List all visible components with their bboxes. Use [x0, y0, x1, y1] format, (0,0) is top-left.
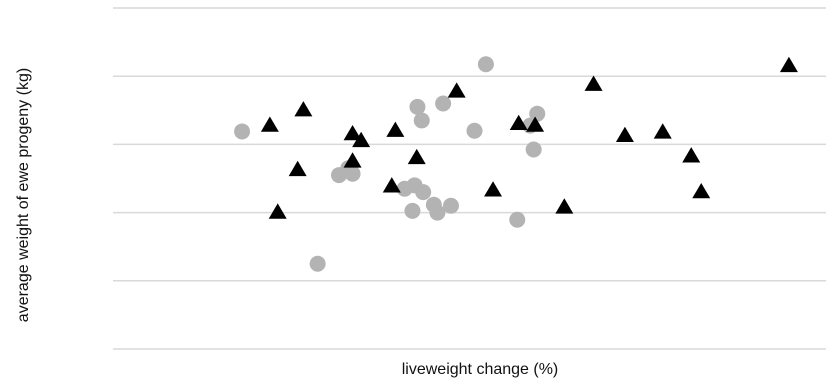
triangle-point [555, 198, 574, 214]
triangle-point [779, 56, 798, 73]
triangle-point [386, 121, 405, 137]
circle-point [409, 98, 426, 115]
triangle-point [653, 123, 672, 139]
circle-point [477, 56, 494, 73]
circle-point [509, 211, 526, 228]
circle-point [344, 165, 361, 182]
circle-point [404, 202, 421, 219]
triangle-point [352, 131, 371, 148]
triangle-point [615, 126, 634, 142]
triangle-point [260, 116, 279, 132]
triangle-point [407, 148, 426, 165]
triangle-point [682, 147, 701, 163]
circle-point [466, 122, 483, 139]
y-axis-title: average weight of ewe progeny (kg) [15, 68, 32, 322]
triangle-point [509, 114, 528, 131]
circle-point [234, 123, 251, 140]
triangle-point [294, 101, 313, 117]
circle-point [435, 95, 452, 112]
circle-point [525, 141, 542, 158]
circle-point [442, 197, 459, 214]
x-axis-title: liveweight change (%) [402, 361, 559, 378]
data-points [234, 56, 798, 272]
triangle-point [484, 181, 503, 197]
triangle-point [526, 116, 545, 132]
triangle-point [268, 203, 287, 219]
circle-point [429, 204, 446, 221]
circle-point [529, 105, 546, 122]
gridlines [113, 7, 826, 350]
triangle-point [343, 152, 362, 168]
triangle-point [692, 182, 711, 199]
triangle-point [343, 124, 362, 141]
triangle-point [288, 160, 307, 177]
circle-point [415, 184, 432, 201]
circle-point [309, 255, 326, 272]
triangle-point [584, 75, 603, 91]
circle-point [413, 112, 430, 129]
triangle-point [447, 82, 466, 98]
triangle-point [382, 177, 401, 193]
